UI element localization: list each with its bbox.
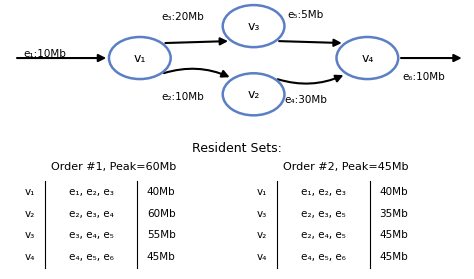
- Text: e₄, e₅, e₆: e₄, e₅, e₆: [301, 252, 346, 262]
- Text: v₁: v₁: [134, 52, 146, 64]
- Text: e₁:10Mb: e₁:10Mb: [24, 49, 66, 59]
- Text: e₆:10Mb: e₆:10Mb: [403, 72, 446, 82]
- Text: 60Mb: 60Mb: [147, 209, 175, 219]
- Text: Order #2, Peak=45Mb: Order #2, Peak=45Mb: [283, 162, 409, 172]
- Text: 55Mb: 55Mb: [147, 230, 175, 240]
- Text: v₃: v₃: [257, 209, 267, 219]
- Text: 40Mb: 40Mb: [147, 187, 175, 197]
- Text: v₃: v₃: [247, 20, 260, 33]
- FancyArrowPatch shape: [164, 69, 228, 77]
- Text: e₂, e₃, e₄: e₂, e₃, e₄: [69, 209, 114, 219]
- Text: e₂, e₄, e₅: e₂, e₄, e₅: [301, 230, 346, 240]
- Text: v₁: v₁: [25, 187, 35, 197]
- FancyArrowPatch shape: [279, 40, 339, 46]
- Text: v₂: v₂: [25, 209, 35, 219]
- Text: v₁: v₁: [257, 187, 267, 197]
- Text: e₂, e₃, e₅: e₂, e₃, e₅: [301, 209, 346, 219]
- Text: 45Mb: 45Mb: [147, 252, 175, 262]
- Text: e₁, e₂, e₃: e₁, e₂, e₃: [301, 187, 346, 197]
- Ellipse shape: [109, 37, 171, 79]
- Text: e₅:5Mb: e₅:5Mb: [288, 9, 324, 20]
- Text: v₄: v₄: [257, 252, 267, 262]
- Text: e₃, e₄, e₅: e₃, e₄, e₅: [69, 230, 114, 240]
- FancyArrowPatch shape: [165, 38, 226, 44]
- Text: v₂: v₂: [257, 230, 267, 240]
- Text: v₃: v₃: [25, 230, 35, 240]
- Text: 45Mb: 45Mb: [379, 252, 408, 262]
- Text: v₄: v₄: [361, 52, 374, 64]
- Text: e₁, e₂, e₃: e₁, e₂, e₃: [69, 187, 114, 197]
- Text: 40Mb: 40Mb: [379, 187, 408, 197]
- Text: Resident Sets:: Resident Sets:: [192, 142, 282, 155]
- Text: e₄:30Mb: e₄:30Mb: [284, 95, 327, 105]
- FancyArrowPatch shape: [278, 76, 341, 84]
- Text: 35Mb: 35Mb: [379, 209, 408, 219]
- Text: 45Mb: 45Mb: [379, 230, 408, 240]
- Ellipse shape: [223, 5, 284, 47]
- Ellipse shape: [337, 37, 398, 79]
- Text: Order #1, Peak=60Mb: Order #1, Peak=60Mb: [51, 162, 176, 172]
- Text: e₄, e₅, e₆: e₄, e₅, e₆: [69, 252, 114, 262]
- Text: v₂: v₂: [247, 88, 260, 101]
- Text: v₄: v₄: [25, 252, 35, 262]
- Text: e₃:20Mb: e₃:20Mb: [161, 12, 204, 22]
- Text: e₂:10Mb: e₂:10Mb: [161, 92, 204, 102]
- Ellipse shape: [223, 73, 284, 115]
